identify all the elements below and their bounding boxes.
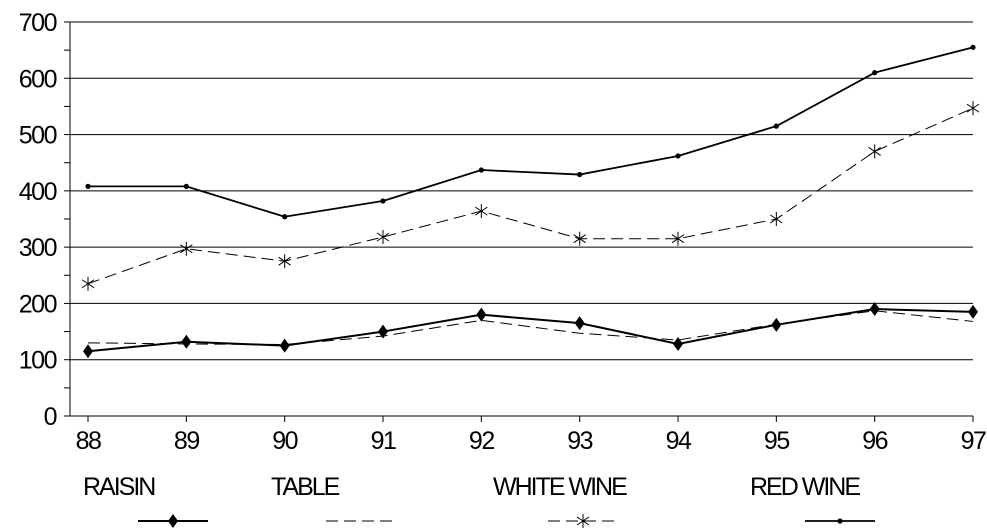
data-point bbox=[181, 334, 192, 349]
y-tick-label: 400 bbox=[19, 178, 57, 206]
x-axis-tick-labels: 88 89 90 91 92 93 94 95 96 97 bbox=[76, 427, 987, 455]
star-stroke bbox=[180, 244, 193, 254]
data-point bbox=[180, 241, 193, 256]
data-point bbox=[279, 338, 290, 353]
series-line bbox=[87, 107, 974, 285]
y-tick-label: 300 bbox=[19, 234, 57, 262]
star-stroke bbox=[868, 147, 881, 156]
star-stroke bbox=[966, 103, 980, 113]
y-tick-label: 700 bbox=[19, 9, 57, 37]
y-tick-label: 100 bbox=[19, 347, 57, 375]
star-stroke bbox=[770, 214, 783, 224]
y-axis-tick-labels: 0 100 200 300 400 500 600 700 bbox=[19, 9, 58, 431]
data-point bbox=[970, 44, 976, 50]
data-point bbox=[380, 198, 386, 204]
data-point bbox=[868, 144, 881, 159]
legend-item: RED WINE bbox=[750, 473, 875, 524]
data-point bbox=[81, 276, 95, 291]
data-point bbox=[475, 204, 488, 219]
x-tick-label: 89 bbox=[174, 427, 199, 455]
data-point bbox=[183, 183, 189, 189]
legend-item: RAISIN bbox=[83, 473, 208, 528]
legend: RAISIN TABLE WHITE WINE RED WINE bbox=[83, 473, 875, 528]
data-point bbox=[968, 304, 978, 319]
legend-item: WHITE WINE bbox=[493, 473, 629, 528]
data-point bbox=[577, 171, 583, 178]
data-point bbox=[872, 70, 878, 76]
data-point bbox=[770, 212, 783, 226]
star-stroke bbox=[376, 232, 390, 242]
data-point bbox=[83, 344, 93, 359]
axes bbox=[64, 21, 974, 422]
data-point bbox=[869, 302, 880, 317]
series-line bbox=[88, 46, 974, 218]
data-point bbox=[282, 214, 288, 220]
legend-marker bbox=[837, 518, 843, 524]
series-table bbox=[87, 310, 974, 346]
x-tick-label: 91 bbox=[371, 427, 396, 455]
series-line bbox=[87, 308, 974, 353]
legend-marker bbox=[168, 514, 178, 528]
data-point bbox=[673, 336, 683, 351]
legend-item: TABLE bbox=[271, 473, 396, 522]
data-point bbox=[376, 230, 390, 245]
star-stroke bbox=[278, 256, 291, 266]
data-point bbox=[573, 231, 586, 246]
series-lines bbox=[81, 44, 980, 359]
data-point bbox=[671, 231, 685, 246]
star-stroke bbox=[81, 279, 95, 289]
data-point bbox=[85, 183, 91, 189]
series-raisin bbox=[83, 302, 978, 359]
grid-lines bbox=[70, 21, 973, 361]
legend-label: WHITE WINE bbox=[493, 473, 627, 501]
data-point bbox=[478, 167, 484, 173]
legend-marker bbox=[576, 514, 590, 528]
series-white-wine bbox=[81, 101, 980, 291]
star-stroke bbox=[573, 234, 586, 244]
x-tick-label: 88 bbox=[76, 427, 101, 455]
star-stroke bbox=[671, 234, 685, 244]
data-point bbox=[278, 254, 291, 269]
legend-label: RED WINE bbox=[750, 473, 860, 501]
star-stroke bbox=[576, 516, 590, 526]
data-point bbox=[966, 101, 980, 116]
data-point bbox=[773, 123, 779, 129]
legend-label: TABLE bbox=[271, 473, 340, 501]
y-tick-label: 0 bbox=[44, 403, 57, 431]
x-tick-label: 97 bbox=[961, 427, 986, 455]
y-tick-label: 500 bbox=[19, 122, 57, 150]
legend-label: RAISIN bbox=[83, 473, 155, 501]
series-line bbox=[87, 310, 974, 346]
x-tick-label: 94 bbox=[666, 427, 692, 455]
series-red-wine bbox=[85, 44, 976, 220]
x-tick-label: 90 bbox=[272, 427, 297, 455]
data-point bbox=[771, 317, 782, 332]
x-tick-label: 93 bbox=[567, 427, 592, 455]
x-tick-label: 95 bbox=[764, 427, 789, 455]
x-tick-label: 92 bbox=[469, 427, 494, 455]
data-point bbox=[574, 316, 585, 331]
data-point bbox=[378, 324, 388, 339]
y-tick-label: 200 bbox=[19, 290, 57, 318]
x-tick-label: 96 bbox=[862, 427, 887, 455]
data-point bbox=[675, 153, 681, 159]
data-point bbox=[476, 307, 487, 322]
star-stroke bbox=[475, 206, 488, 216]
y-tick-label: 600 bbox=[19, 65, 57, 93]
